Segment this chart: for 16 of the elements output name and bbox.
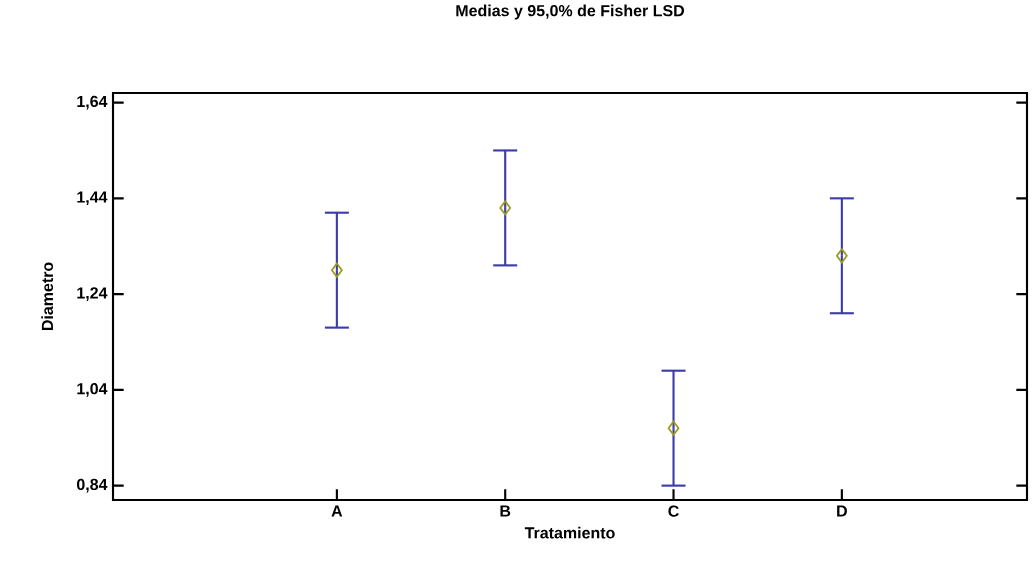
x-tick-label: B [500, 505, 511, 517]
x-axis-title: Tratamiento [524, 526, 615, 539]
y-tick-label: 1,24 [77, 287, 108, 301]
y-tick-label: 0,84 [76, 478, 108, 493]
y-axis-title: Diametro [41, 262, 54, 331]
point [835, 248, 848, 264]
y-tick-label: 1,04 [77, 383, 108, 397]
x-tick-label: D [837, 505, 847, 517]
x-tick-label: A [331, 505, 343, 517]
y-tick-label: 1,64 [77, 95, 108, 110]
x-tick-label: C [668, 505, 679, 517]
point [499, 200, 512, 216]
chart-title: Medias y 95,0% de Fisher LSD [456, 4, 685, 20]
point [667, 420, 680, 436]
point [331, 262, 343, 278]
y-tick-label: 1,44 [77, 191, 108, 206]
